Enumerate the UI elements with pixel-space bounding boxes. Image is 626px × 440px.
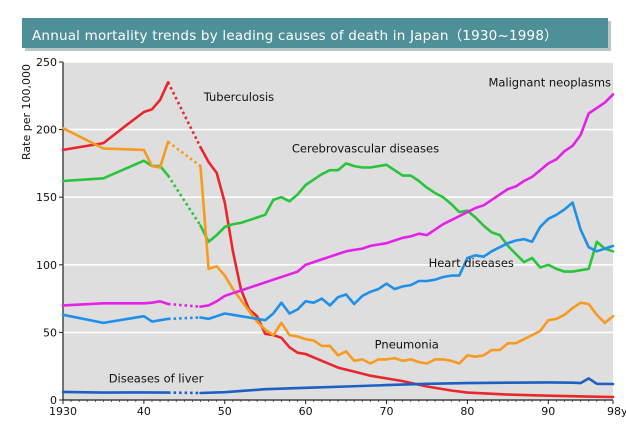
y-tick-label: 250	[36, 56, 57, 69]
series-line-tuberculosis	[199, 145, 615, 399]
y-tick-label: 0	[50, 394, 57, 407]
y-tick-label: 100	[36, 259, 57, 272]
series-line-cerebrovascular-diseases	[61, 159, 170, 183]
series-line-heart-diseases	[61, 313, 170, 325]
series-gap-tuberculosis	[166, 81, 202, 148]
x-tick-label: 80	[460, 405, 474, 418]
axes: 0 50 100 150 200 250 1930 40 50 60 70 80 90 98year	[36, 56, 626, 418]
series-line-malignant-neoplasms	[199, 93, 615, 309]
y-tick-label: 200	[36, 124, 57, 137]
series-label-heart-diseases: Heart diseases	[429, 256, 514, 270]
x-tick-label: 40	[137, 405, 151, 418]
grid	[63, 61, 613, 334]
series-gap-cerebrovascular-diseases	[167, 174, 202, 227]
x-tick-label: 60	[299, 405, 313, 418]
y-tick-label: 150	[36, 191, 57, 204]
x-tick-label: 98year	[607, 405, 626, 418]
x-tick-label: 70	[380, 405, 394, 418]
series-group	[61, 81, 615, 399]
chart-title-bar: Annual mortality trends by leading cause…	[22, 18, 608, 48]
plot-background	[63, 62, 613, 400]
x-tick-label: 1930	[49, 405, 77, 418]
series-gap-pneumonia	[167, 140, 202, 168]
x-tick-label: 90	[541, 405, 555, 418]
series-line-heart-diseases	[199, 201, 615, 322]
series-line-pneumonia	[61, 126, 170, 169]
series-line-malignant-neoplasms	[61, 299, 170, 307]
series-line-pneumonia	[199, 164, 615, 365]
series-label-tuberculosis: Tuberculosis	[203, 90, 274, 104]
series-line-diseases-of-liver	[199, 377, 615, 395]
series-label-cerebrovascular-diseases: Cerebrovascular diseases	[292, 142, 439, 156]
series-label-diseases-of-liver: Diseases of liver	[109, 371, 204, 385]
series-label-pneumonia: Pneumonia	[375, 338, 439, 352]
series-labels: Tuberculosis Cerebrovascular diseases Mali…	[109, 75, 611, 385]
series-label-malignant-neoplasms: Malignant neoplasms	[488, 75, 611, 89]
series-line-diseases-of-liver	[61, 390, 170, 394]
y-tick-label: 50	[43, 326, 57, 339]
series-line-cerebrovascular-diseases	[199, 162, 615, 273]
y-axis-label: Rate per 100,000	[20, 64, 33, 160]
x-tick-label: 50	[218, 405, 232, 418]
series-line-tuberculosis	[61, 81, 170, 152]
chart-title: Annual mortality trends by leading cause…	[32, 28, 558, 44]
